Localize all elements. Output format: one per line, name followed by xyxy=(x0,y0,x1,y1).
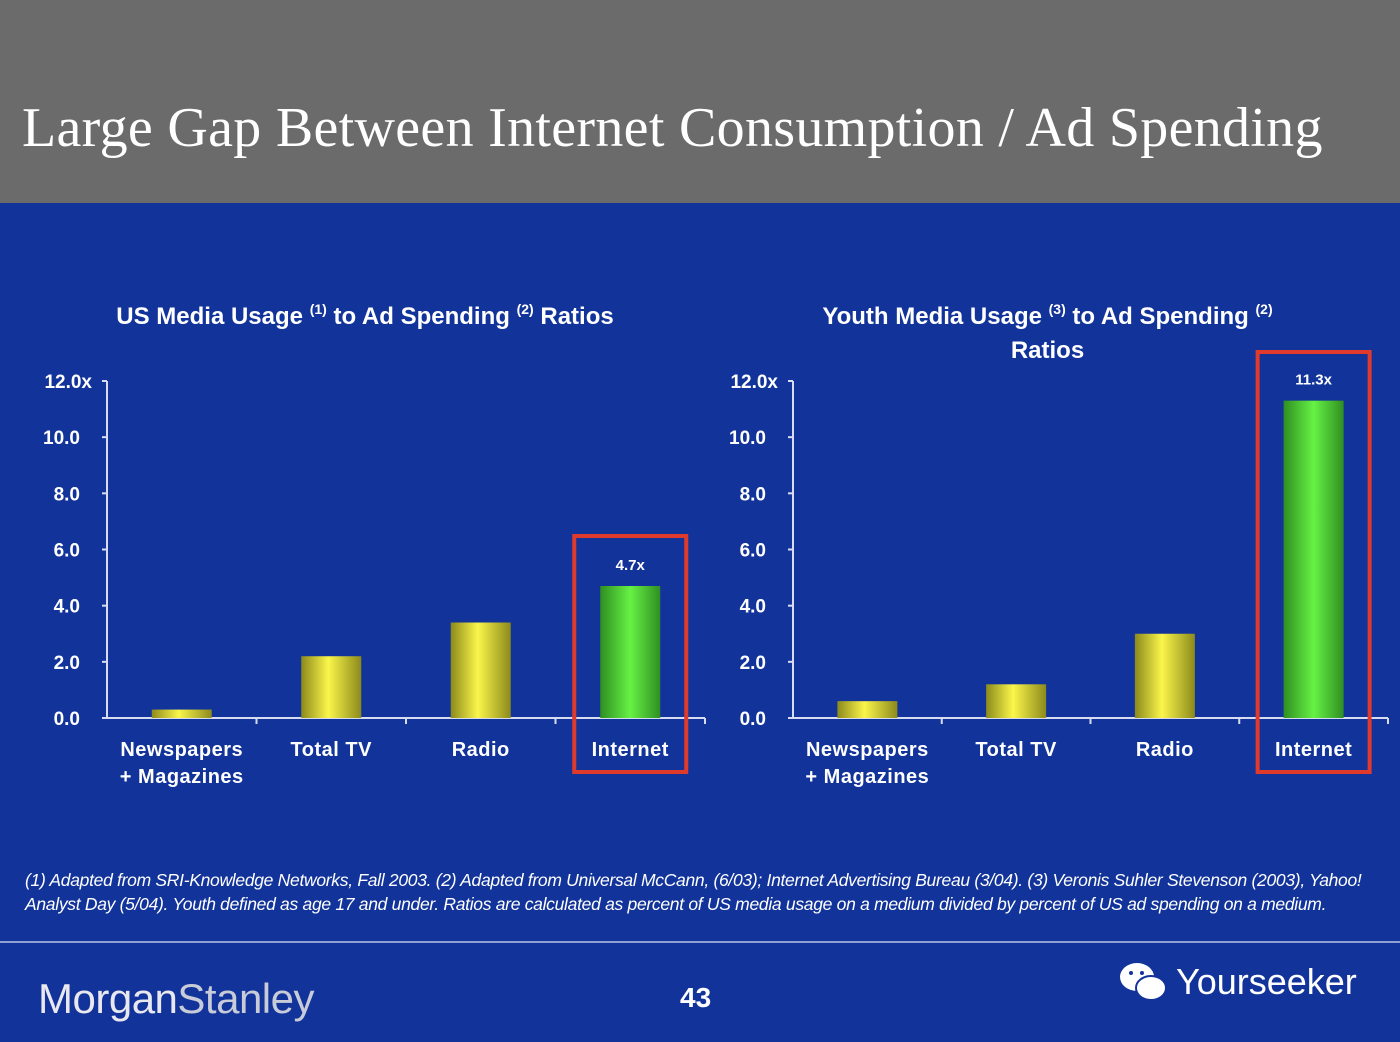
category-label: Total TV xyxy=(975,739,1057,761)
chart-title-right: Youth Media Usage (3) to Ad Spending (2)… xyxy=(780,292,1315,368)
category-label: + Magazines xyxy=(805,766,929,788)
y-tick-label: 8.0 xyxy=(54,484,80,505)
title-text: to Ad Spending xyxy=(1065,303,1256,330)
y-tick-label: 8.0 xyxy=(740,484,766,505)
footnote-ref: (2) xyxy=(516,301,534,317)
title-text: Ratios xyxy=(1010,337,1085,364)
chart-title-left: US Media Usage (1) to Ad Spending (2) Ra… xyxy=(60,292,670,334)
title-text: to Ad Spending xyxy=(326,303,517,330)
data-label: 4.7x xyxy=(616,557,646,574)
highlight-box xyxy=(572,534,689,774)
y-tick-label: 12.0x xyxy=(730,372,778,393)
category-label: + Magazines xyxy=(120,766,244,788)
bar-radio xyxy=(450,622,511,718)
bar-radio xyxy=(1134,633,1195,718)
bar-internet xyxy=(600,586,661,718)
data-label: 11.3x xyxy=(1295,372,1332,389)
bar-newspapers xyxy=(837,701,898,718)
y-tick-label: 10.0 xyxy=(43,428,80,449)
y-tick-label: 2.0 xyxy=(54,653,80,674)
y-tick-label: 12.0x xyxy=(44,372,92,393)
highlight-box xyxy=(1255,350,1372,774)
watermark-text: Yourseeker xyxy=(1176,961,1357,1002)
page-number: 43 xyxy=(680,982,712,1013)
logo-text: Stanley xyxy=(177,975,314,1022)
bar-internet xyxy=(1283,400,1344,718)
bar-newspapers xyxy=(151,709,212,718)
wechat-icon xyxy=(1120,963,1167,1001)
category-label: Internet xyxy=(1275,739,1352,761)
y-tick-label: 6.0 xyxy=(740,541,766,562)
category-label: Radio xyxy=(452,739,510,761)
category-label: Newspapers xyxy=(120,739,243,761)
footnote-ref: (2) xyxy=(1255,301,1273,317)
y-tick-label: 4.0 xyxy=(740,597,766,618)
title-text: US Media Usage xyxy=(116,303,310,330)
title-text: Youth Media Usage xyxy=(822,303,1049,330)
category-label: Total TV xyxy=(291,739,373,761)
slide-title: Large Gap Between Internet Consumption /… xyxy=(22,97,1323,159)
footnote-ref: (1) xyxy=(309,301,327,317)
category-label: Radio xyxy=(1136,739,1194,761)
y-tick-label: 4.0 xyxy=(54,597,80,618)
y-tick-label: 2.0 xyxy=(740,653,766,674)
category-label: Internet xyxy=(592,739,669,761)
y-tick-label: 0.0 xyxy=(740,709,766,730)
bar-total-tv xyxy=(986,684,1047,718)
title-text: Ratios xyxy=(533,303,614,330)
footnote-ref: (3) xyxy=(1048,301,1066,317)
y-tick-label: 10.0 xyxy=(729,428,766,449)
watermark: Yourseeker xyxy=(1118,960,1357,1004)
morgan-stanley-logo: MorganStanley xyxy=(38,975,314,1023)
title-bar: Large Gap Between Internet Consumption /… xyxy=(0,0,1400,203)
y-tick-label: 0.0 xyxy=(54,709,80,730)
logo-text: Morgan xyxy=(38,975,178,1022)
divider xyxy=(0,941,1400,943)
bar-total-tv xyxy=(301,656,362,718)
footnote: (1) Adapted from SRI-Knowledge Networks,… xyxy=(25,870,1362,914)
category-label: Newspapers xyxy=(806,739,929,761)
y-tick-label: 6.0 xyxy=(54,541,80,562)
